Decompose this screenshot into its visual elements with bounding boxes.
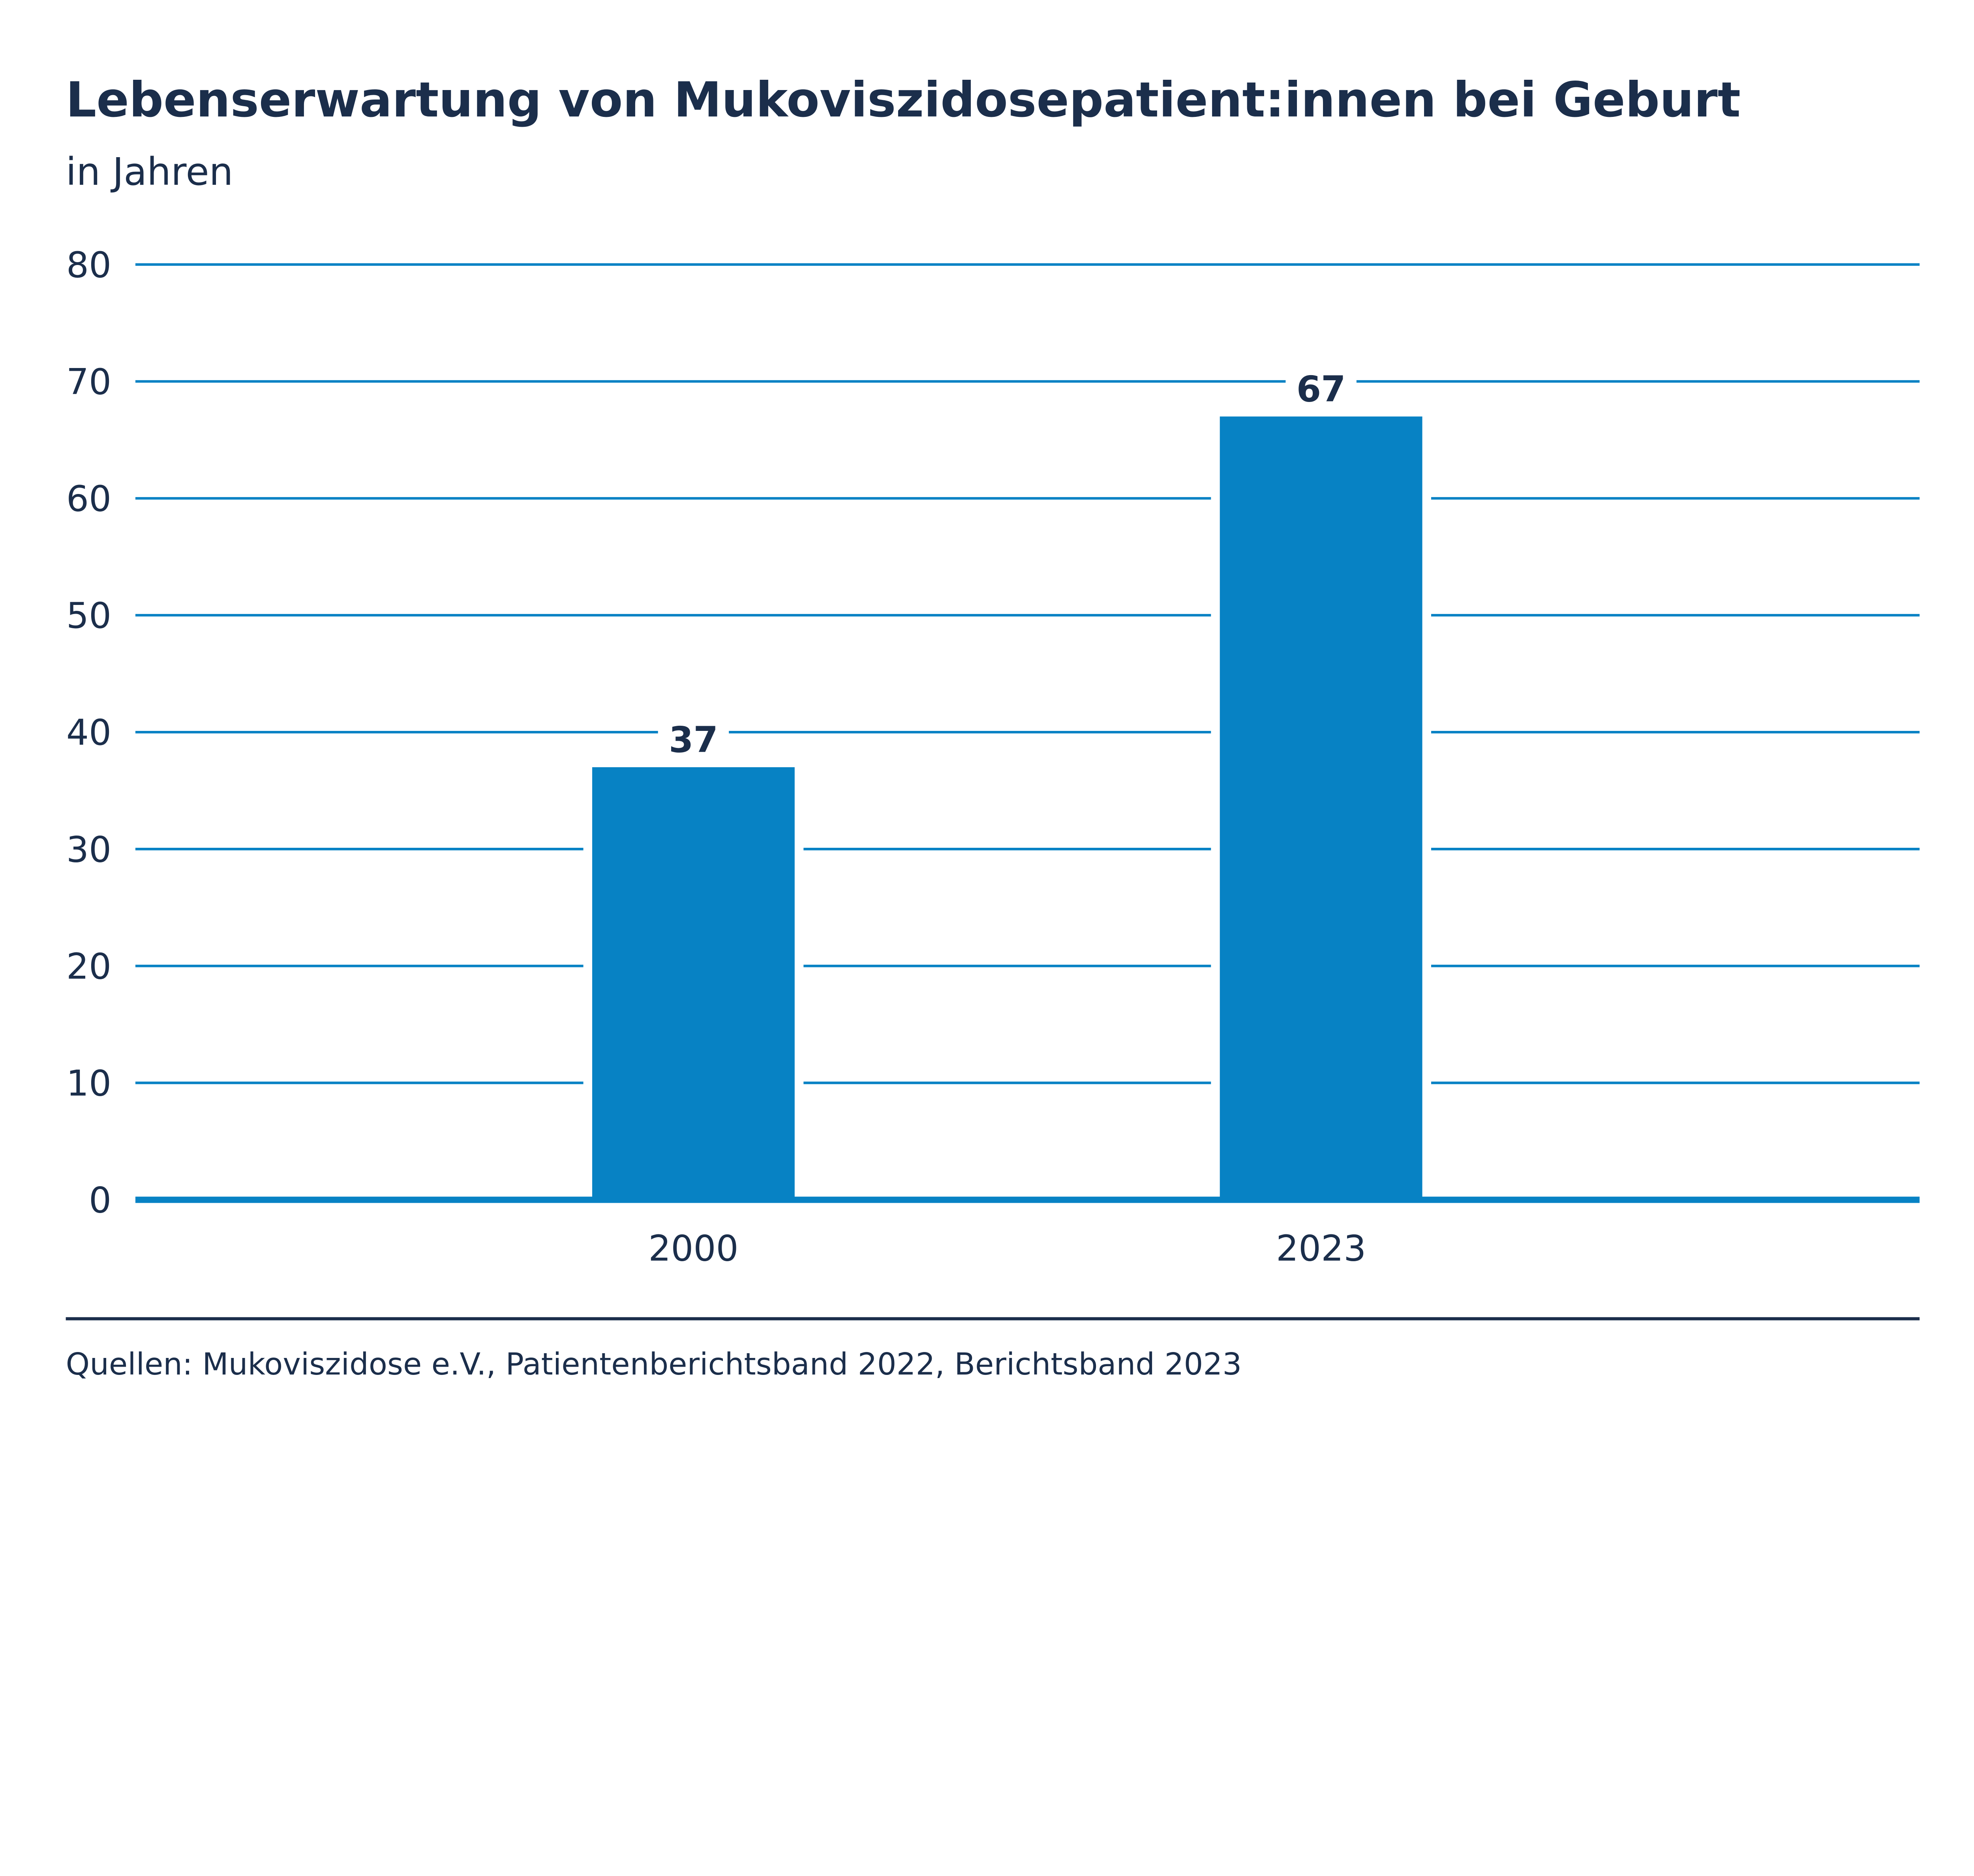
gridlines	[135, 263, 1920, 1084]
y-tick-label: 0	[89, 1180, 111, 1221]
chart-title: Lebenserwartung von Mukoviszidosepatient…	[66, 72, 1741, 128]
source-note: Quellen: Mukoviszidose e.V., Patientenbe…	[66, 1347, 1242, 1382]
x-axis-ticks: 2000 2023	[648, 1228, 1366, 1269]
y-tick-label: 50	[66, 595, 111, 637]
y-tick-label: 60	[66, 479, 111, 520]
x-tick-label: 2023	[1276, 1228, 1366, 1269]
bar-chart: Lebenserwartung von Mukoviszidosepatient…	[66, 72, 1920, 1382]
bars: 37 67	[135, 361, 1920, 1203]
y-tick-label: 10	[66, 1063, 111, 1104]
data-label-bg	[1285, 361, 1357, 407]
bar-2000	[592, 767, 795, 1200]
data-label-bg	[658, 711, 729, 757]
x-tick-label: 2000	[648, 1228, 738, 1269]
y-tick-label: 70	[66, 362, 111, 403]
y-tick-label: 80	[66, 245, 111, 286]
data-label: 37	[669, 720, 718, 761]
y-axis-ticks: 0 10 20 30 40 50 60 70 80	[66, 245, 111, 1221]
bar-2023	[1220, 416, 1422, 1200]
y-tick-label: 30	[66, 829, 111, 870]
data-label: 67	[1297, 369, 1346, 410]
chart-subtitle: in Jahren	[66, 150, 233, 194]
y-tick-label: 20	[66, 946, 111, 987]
y-tick-label: 40	[66, 712, 111, 753]
